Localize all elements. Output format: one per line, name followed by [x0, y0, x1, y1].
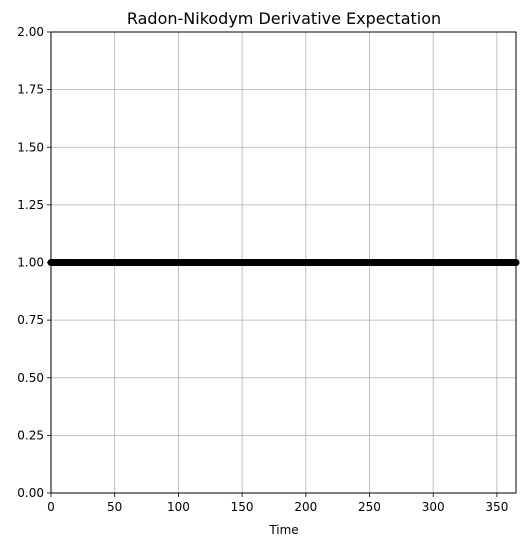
x-tick-label: 350: [485, 500, 508, 514]
x-tick-label: 0: [47, 500, 55, 514]
x-tick-label: 50: [107, 500, 122, 514]
y-tick-label: 1.00: [17, 256, 44, 270]
x-axis-label: Time: [268, 523, 298, 537]
y-tick-label: 0.00: [17, 486, 44, 500]
plot-series: [47, 259, 520, 266]
y-tick-label: 0.75: [17, 313, 44, 327]
y-tick-label: 1.25: [17, 198, 44, 212]
x-tick-label: 150: [231, 500, 254, 514]
x-tick-label: 100: [167, 500, 190, 514]
x-axis: 0 50 100 150 200 250 300 350: [47, 493, 508, 514]
y-tick-label: 1.50: [17, 140, 44, 154]
y-tick-label: 0.50: [17, 371, 44, 385]
chart-title: Radon-Nikodym Derivative Expectation: [127, 9, 441, 28]
x-tick-label: 200: [294, 500, 317, 514]
x-tick-label: 250: [358, 500, 381, 514]
y-tick-label: 1.75: [17, 83, 44, 97]
series-line: [47, 259, 520, 266]
y-tick-label: 2.00: [17, 25, 44, 39]
y-axis: 0.00 0.25 0.50 0.75 1.00 1.25 1.50 1.75 2.00: [17, 25, 51, 500]
x-tick-label: 300: [422, 500, 445, 514]
y-tick-label: 0.25: [17, 428, 44, 442]
